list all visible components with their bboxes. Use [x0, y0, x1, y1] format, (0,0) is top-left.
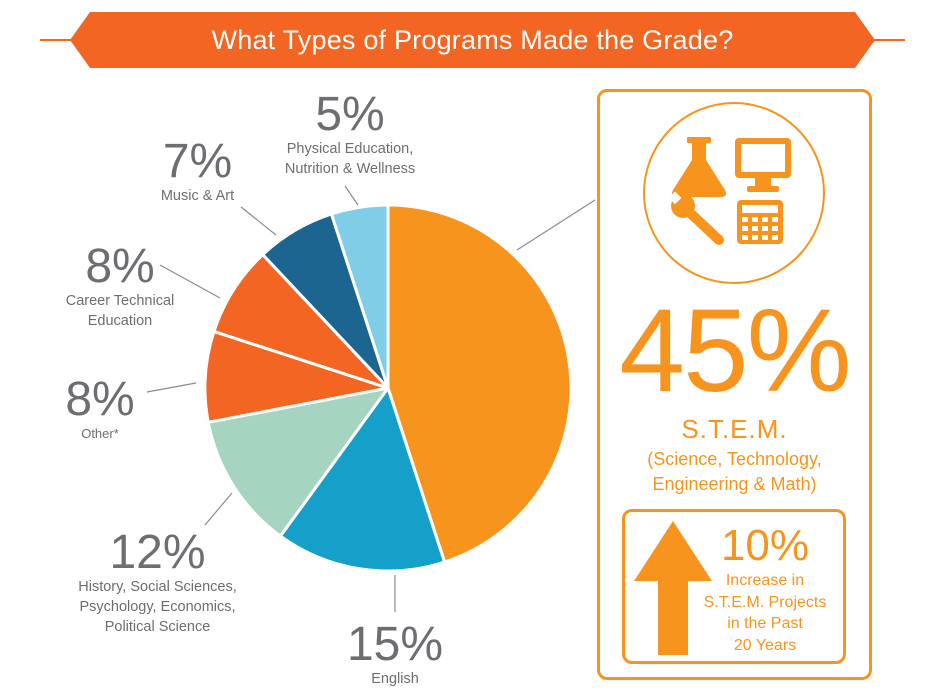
flask-icon [672, 137, 726, 197]
pie-slice-history [206, 386, 390, 538]
monitor-icon [735, 138, 791, 192]
stem-label: S.T.E.M. [681, 414, 788, 444]
leader-line-stem [516, 199, 596, 251]
leader-line-history [204, 492, 233, 526]
slice-pct: 7% [162, 135, 233, 188]
increase-percentage: 10% [720, 521, 810, 570]
stem-description-line: (Science, Technology, [647, 449, 822, 469]
stem-percentage: 45% [619, 285, 851, 417]
pie-slice-career [212, 253, 390, 390]
leader-line-career [159, 264, 221, 299]
slice-label-physical-education: 5% Physical Education, Nutrition & Welln… [270, 91, 430, 179]
slice-name: Psychology, Economics, [79, 599, 236, 615]
slice-pct: 15% [346, 618, 444, 671]
pie-slice-other [203, 329, 390, 424]
title-banner [40, 12, 905, 68]
increase-line: S.T.E.M. Projects [703, 593, 827, 611]
slice-name: History, Social Sciences, [78, 579, 237, 595]
slice-label-career: 8% Career Technical Education [50, 243, 190, 331]
slice-label-english: 15% English [320, 621, 470, 689]
chart-title: What Types of Programs Made the Grade? [211, 25, 734, 55]
stem-description: (Science, Technology, Engineering & Math… [600, 447, 869, 497]
slice-name: Education [87, 313, 153, 329]
slice-pct: 8% [65, 373, 135, 426]
pie-slice-physical-education [329, 203, 390, 390]
pie-chart [146, 185, 596, 612]
banner-shape [70, 12, 875, 68]
leader-line-physical-education [344, 185, 359, 206]
leader-line-music [240, 206, 277, 236]
slice-name: English [371, 671, 419, 687]
leader-line-other [146, 382, 197, 393]
stem-panel [597, 89, 872, 680]
slice-label-music: 7% Music & Art [140, 138, 255, 206]
slice-name: Music & Art [160, 188, 235, 204]
pie-slice-stem [386, 203, 573, 564]
slice-pct: 12% [109, 526, 206, 579]
slice-name: Physical Education, [286, 141, 414, 157]
increase-description: Increase in S.T.E.M. Projects in the Pas… [694, 570, 836, 656]
pie-slice-english [278, 386, 447, 573]
increase-line: Increase in [725, 572, 805, 589]
slice-name: Other* [81, 426, 119, 441]
increase-line: 20 Years [733, 636, 797, 654]
slice-name: Career Technical [65, 293, 175, 309]
slice-pct: 8% [85, 240, 155, 293]
slice-label-history: 12% History, Social Sciences, Psychology… [50, 529, 265, 637]
slice-name: Political Science [104, 619, 211, 635]
stem-description-line: Engineering & Math) [652, 474, 817, 494]
slice-pct: 5% [315, 88, 385, 141]
wrench-icon [668, 191, 724, 245]
slice-label-other: 8% Other* [50, 376, 150, 444]
stem-icon-circle [643, 102, 825, 284]
increase-box [622, 509, 846, 664]
stem-icons [668, 137, 791, 245]
calculator-icon [737, 200, 783, 244]
up-arrow-icon [634, 521, 712, 655]
increase-line: in the Past [727, 615, 803, 632]
slice-name: Nutrition & Wellness [284, 161, 416, 177]
